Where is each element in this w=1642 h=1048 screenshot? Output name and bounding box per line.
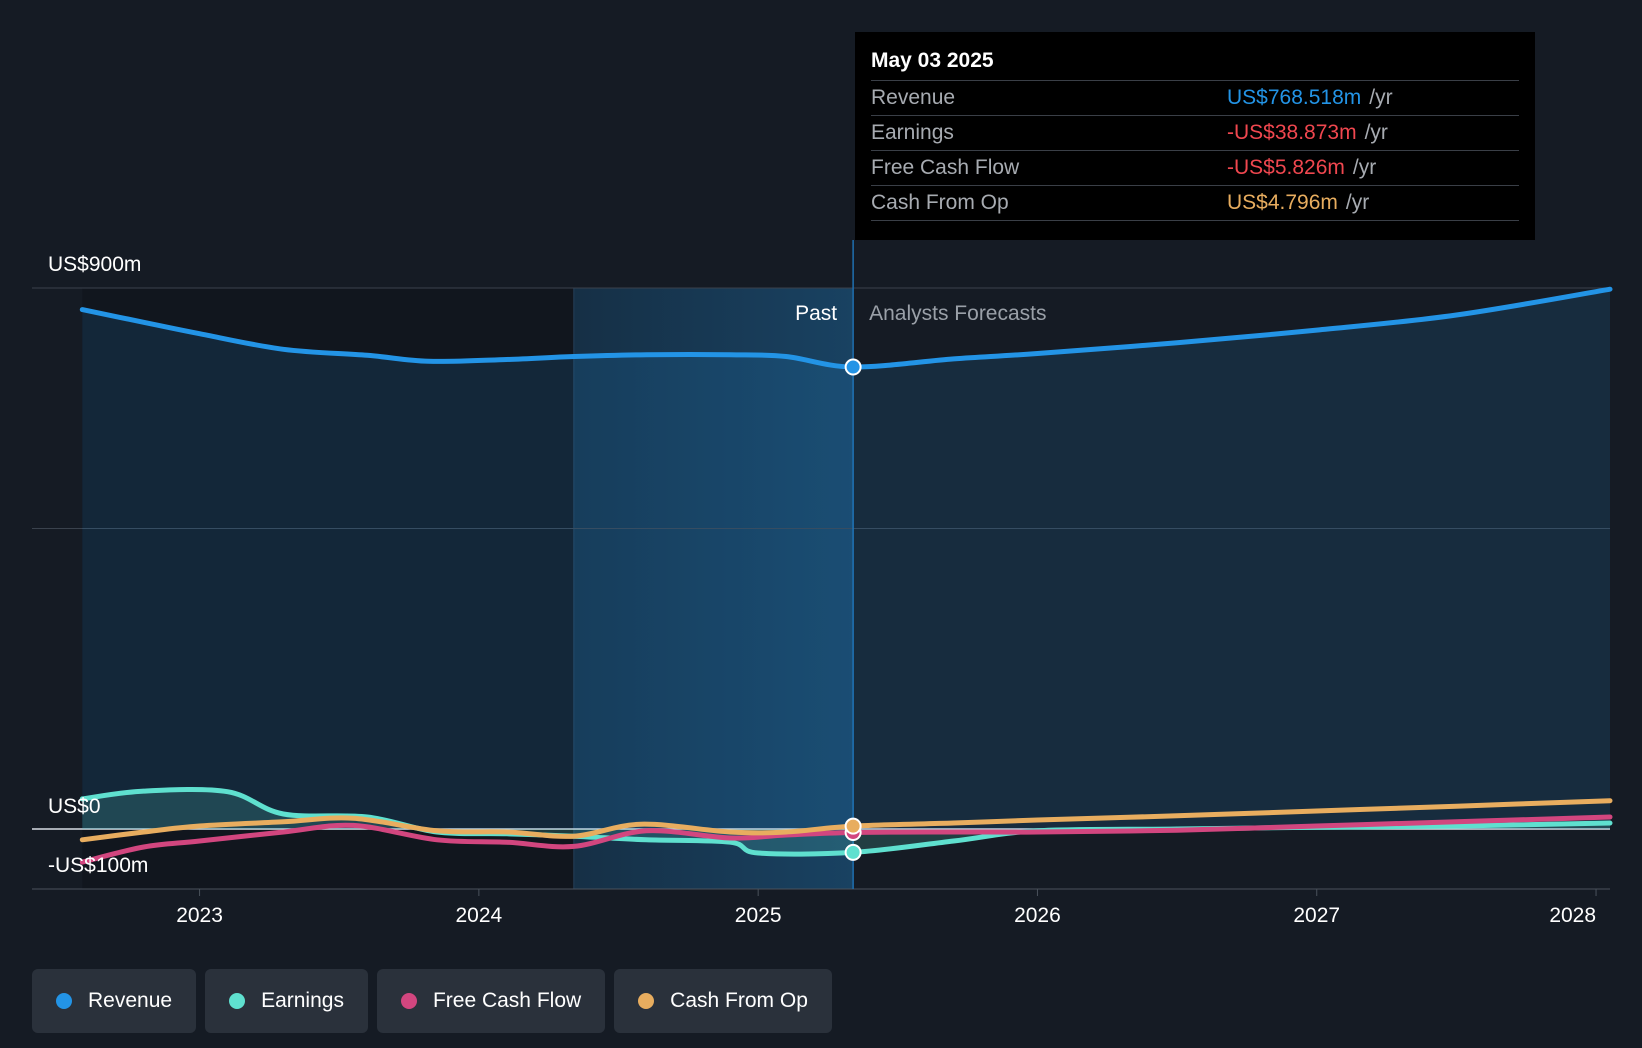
tooltip-unit: /yr [1345,191,1370,214]
tooltip-value: -US$5.826m [1227,156,1345,179]
tooltip-row-free-cash-flow: Free Cash Flow -US$5.826m /yr [871,150,1519,185]
tooltip-date: May 03 2025 [871,49,994,72]
legend-item-revenue[interactable]: Revenue [32,969,197,1033]
tooltip-unit: /yr [1352,156,1377,179]
legend-item-cash-from-op[interactable]: Cash From Op [614,969,832,1033]
x-tick-label: 2028 [1549,904,1596,927]
highlight-band [573,288,854,889]
tooltip-unit: /yr [1369,86,1393,109]
legend-dot-icon [56,993,72,1009]
legend-label: Revenue [88,989,173,1012]
x-tick-label: 2024 [456,904,503,927]
marker-cash_from_op [844,817,862,835]
tooltip-label: Revenue [871,86,956,109]
tooltip-value: -US$38.873m [1227,121,1357,144]
legend: Revenue Earnings Free Cash Flow Cash Fro… [32,969,832,1033]
tooltip-row-earnings: Earnings -US$38.873m /yr [871,115,1519,150]
area-revenue [82,289,1610,829]
tooltip-label: Earnings [871,121,954,144]
tooltip-row-revenue: Revenue US$768.518m /yr [871,80,1519,115]
x-tick-label: 2025 [735,904,782,927]
x-tick-label: 2026 [1014,904,1061,927]
line-revenue [79,286,1613,370]
legend-dot-icon [400,993,417,1009]
tooltip-label: Free Cash Flow [871,156,1020,179]
tooltip-value: US$768.518m [1227,86,1362,109]
tooltip-label: Cash From Op [871,191,1009,214]
legend-label: Cash From Op [670,989,808,1012]
tooltip-value: US$4.796m [1227,191,1338,214]
legend-item-free-cash-flow[interactable]: Free Cash Flow [376,969,606,1033]
legend-item-earnings[interactable]: Earnings [205,969,368,1033]
forecast-label: Analysts Forecasts [869,302,1046,325]
y-tick-label: -US$100m [48,854,148,877]
line-cash_from_op [79,798,1613,843]
x-tick-label: 2027 [1293,904,1340,927]
x-tick-label: 2023 [176,904,223,927]
legend-dot-icon [638,993,655,1009]
tooltip-unit: /yr [1364,121,1388,144]
marker-earnings [844,843,862,861]
legend-dot-icon [229,993,246,1009]
marker-revenue [844,358,862,376]
tooltip-row-cash-from-op: Cash From Op US$4.796m /yr [871,185,1519,221]
y-tick-label: US$900m [48,253,141,276]
line-free_cash_flow [79,814,1613,865]
past-label: Past [795,302,837,325]
legend-label: Earnings [261,989,344,1012]
legend-label: Free Cash Flow [432,989,582,1012]
tooltip: May 03 2025 Revenue US$768.518m /yr Earn… [855,32,1535,240]
y-tick-label: US$0 [48,795,101,818]
